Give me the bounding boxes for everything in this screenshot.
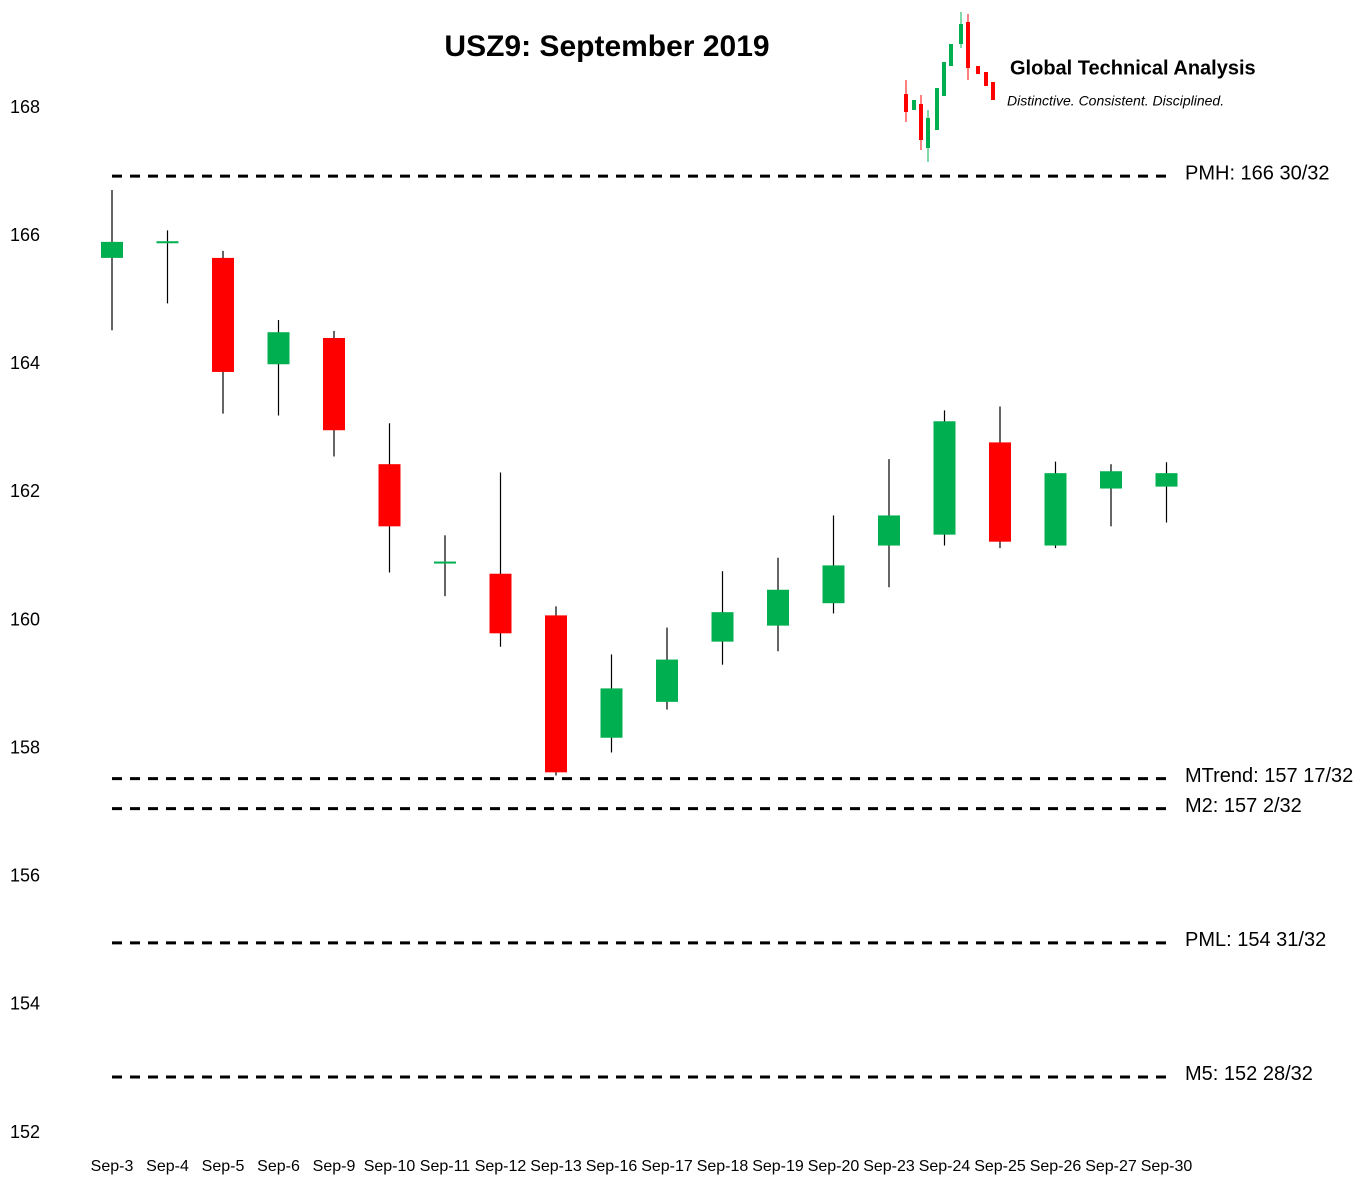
y-tick-label: 158 [10,737,40,757]
candle-body [878,515,900,546]
candle-body [822,565,845,604]
x-tick-label: Sep-9 [313,1158,356,1175]
level-label: M5: 152 28/32 [1185,1063,1313,1085]
x-tick-label: Sep-13 [530,1158,582,1175]
candle-body [212,257,234,372]
level-label: M2: 157 2/32 [1185,795,1302,817]
x-tick-label: Sep-11 [420,1158,471,1175]
x-tick-label: Sep-26 [1030,1158,1082,1175]
x-tick-label: Sep-4 [146,1158,189,1175]
x-tick-label: Sep-23 [863,1158,915,1175]
brand-tagline: Distinctive. Consistent. Disciplined. [1007,93,1224,109]
x-tick-label: Sep-10 [364,1158,416,1175]
candle-body [933,421,956,535]
candle-body [1155,473,1178,487]
x-tick-label: Sep-16 [586,1158,638,1175]
y-tick-label: 162 [10,481,40,501]
x-tick-label: Sep-25 [974,1158,1026,1175]
candle-body [989,442,1011,542]
y-tick-label: 164 [10,353,40,373]
x-tick-label: Sep-19 [752,1158,804,1175]
candle-body [101,241,123,258]
x-tick-label: Sep-18 [697,1158,749,1175]
candle-body [1100,471,1122,489]
x-tick-label: Sep-30 [1141,1158,1193,1175]
logo [904,12,995,162]
candle-body [323,337,345,431]
y-tick-label: 154 [10,994,40,1014]
brand-name: Global Technical Analysis [1010,57,1256,79]
level-label: PML: 154 31/32 [1185,929,1326,951]
x-tick-label: Sep-20 [808,1158,860,1175]
x-tick-label: Sep-24 [919,1158,971,1175]
candle-body [545,615,567,773]
candle-body [1044,473,1067,546]
x-tick-label: Sep-6 [257,1158,300,1175]
y-tick-label: 156 [10,866,40,886]
candle-body [156,241,179,244]
chart-title: USZ9: September 2019 [444,30,769,63]
x-tick-label: Sep-27 [1085,1158,1137,1175]
x-tick-label: Sep-5 [202,1158,245,1175]
x-tick-label: Sep-12 [475,1158,527,1175]
candle-body [767,589,789,626]
candle-body [267,332,290,365]
y-tick-label: 160 [10,609,40,629]
y-tick-label: 168 [10,97,40,117]
candle-body [656,659,678,702]
candle-body [489,573,512,634]
candle-body [711,612,734,642]
y-tick-label: 166 [10,225,40,245]
x-tick-label: Sep-3 [91,1158,134,1175]
x-tick-label: Sep-17 [641,1158,693,1175]
y-tick-label: 152 [10,1122,40,1142]
candle-body [378,464,401,527]
level-label: PMH: 166 30/32 [1185,162,1330,184]
level-label: MTrend: 157 17/32 [1185,765,1353,787]
candle-body [434,561,456,564]
candle-body [600,688,623,738]
